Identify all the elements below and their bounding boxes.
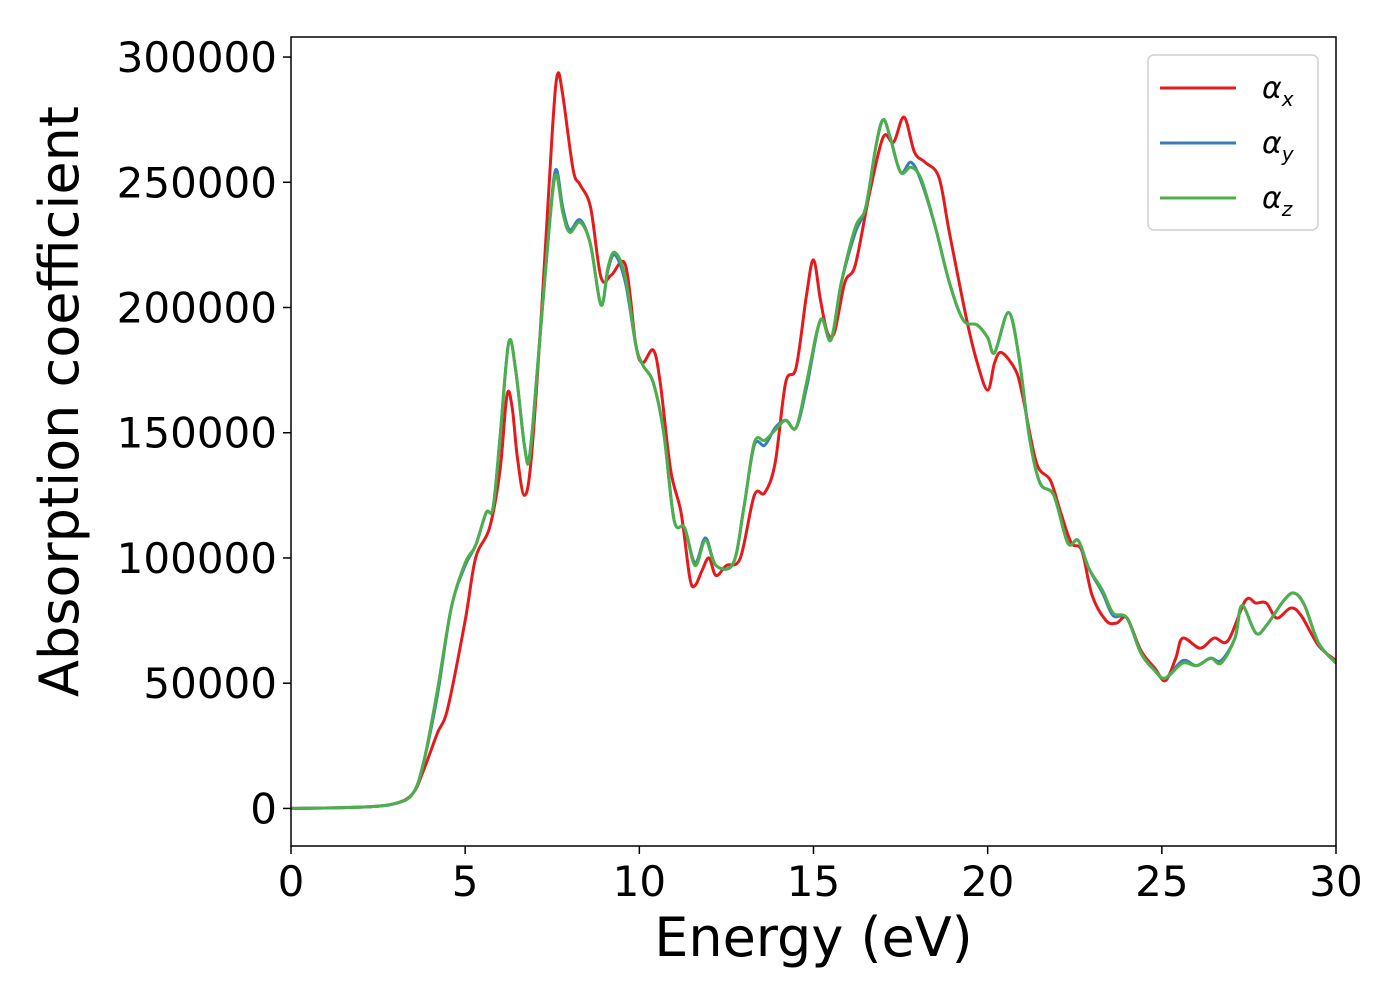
series-layer — [291, 71, 1336, 810]
x-tick-label: 25 — [1135, 857, 1188, 906]
y-axis-ticks: 0 50000 100000 150000 200000 250000 300000 — [117, 33, 291, 833]
x-axis-label: Energy (eV) — [654, 906, 973, 969]
series-line-alpha-z — [291, 118, 1336, 810]
y-tick-label: 200000 — [117, 284, 277, 333]
legend-label-alpha-x: αx — [1262, 71, 1294, 111]
y-tick-label: 0 — [250, 784, 277, 833]
x-tick-label: 0 — [278, 857, 305, 906]
legend: αx αy αz — [1147, 54, 1319, 231]
y-tick-label: 50000 — [143, 659, 277, 708]
y-tick-label: 150000 — [117, 409, 277, 458]
y-axis-label: Absorption coefficient — [28, 106, 91, 697]
x-axis-ticks: 0 5 10 15 20 25 30 — [278, 846, 1363, 906]
y-tick-label: 300000 — [117, 33, 277, 82]
x-tick-label: 20 — [961, 857, 1014, 906]
legend-label-alpha-z: αz — [1262, 181, 1293, 221]
legend-label-alpha-y: αy — [1262, 126, 1295, 166]
y-tick-label: 250000 — [117, 158, 277, 207]
y-tick-label: 100000 — [117, 534, 277, 583]
x-tick-label: 10 — [613, 857, 666, 906]
x-tick-label: 30 — [1309, 857, 1362, 906]
x-tick-label: 5 — [452, 857, 479, 906]
x-tick-label: 15 — [787, 857, 840, 906]
